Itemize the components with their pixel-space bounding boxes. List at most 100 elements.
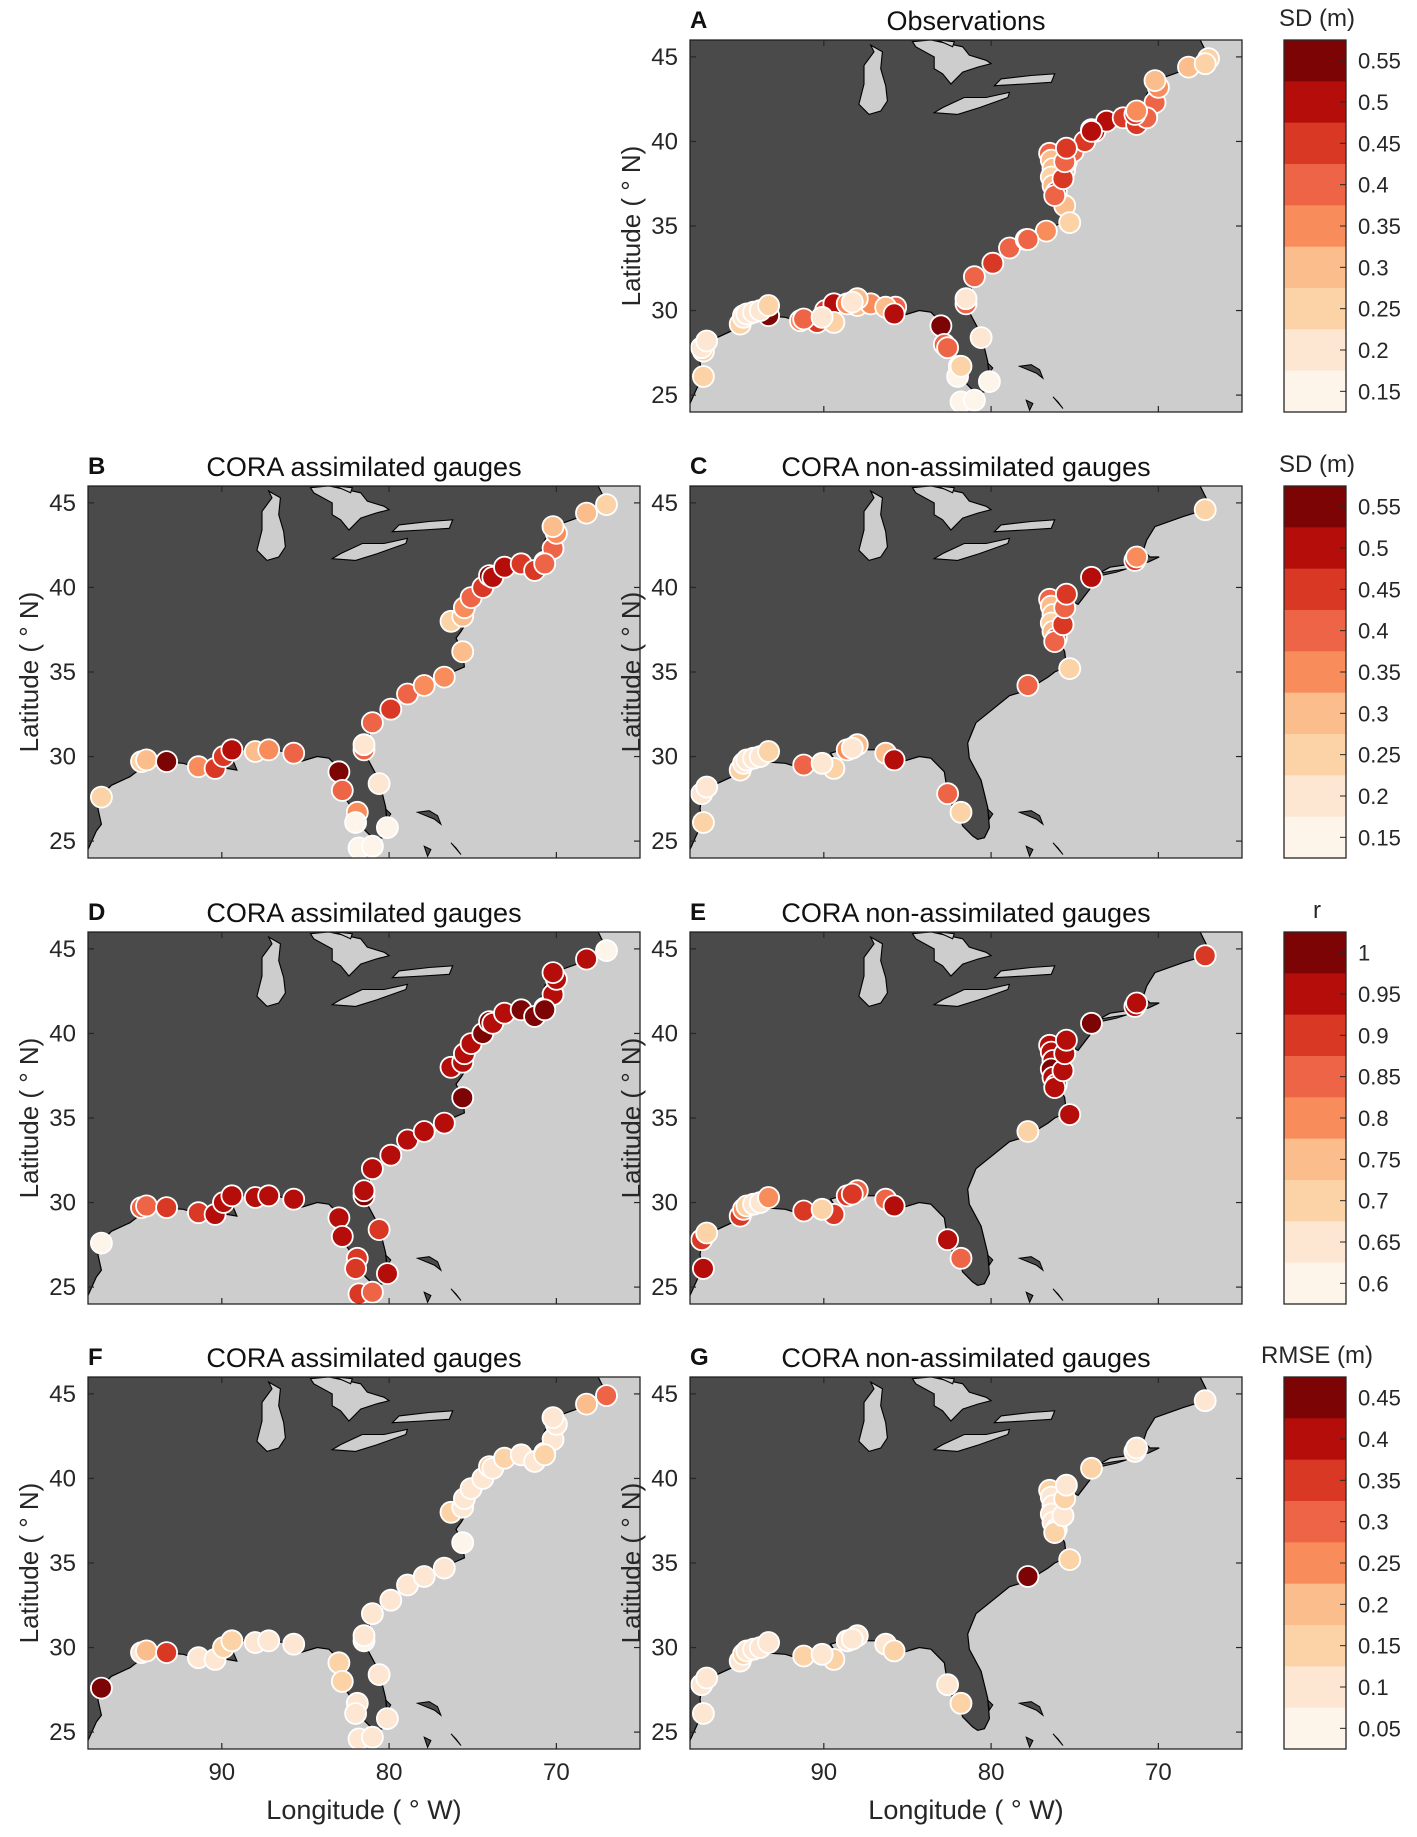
colorbar-swatch xyxy=(1284,734,1346,776)
colorbar-swatch xyxy=(1284,568,1346,611)
gauge-marker xyxy=(541,515,565,538)
y-tick-label: 45 xyxy=(49,1381,76,1408)
gauge-marker xyxy=(352,1624,376,1648)
colorbar-tick-label: 0.35 xyxy=(1358,214,1401,239)
great-lake-4 xyxy=(993,1410,1056,1424)
gauge-marker xyxy=(541,1406,565,1429)
gauge-marker xyxy=(949,1691,973,1715)
gauge-marker xyxy=(375,1707,399,1730)
gauge-marker xyxy=(451,1531,475,1555)
y-tick-label: 30 xyxy=(49,1635,76,1662)
colorbar-swatch xyxy=(1284,1221,1346,1264)
colorbar-tick-label: 0.25 xyxy=(1358,743,1401,768)
gauge-marker xyxy=(1143,69,1167,92)
x-axis-label: Longitude ( ° W) xyxy=(868,1795,1063,1825)
gauge-marker xyxy=(1080,1456,1103,1480)
colorbar-swatch xyxy=(1284,370,1346,413)
gauge-marker xyxy=(1080,119,1103,143)
gauge-marker xyxy=(936,336,959,360)
gauge-marker xyxy=(412,674,436,697)
island-3 xyxy=(1025,399,1034,412)
y-tick-label: 45 xyxy=(651,1381,678,1408)
great-lake-2 xyxy=(911,486,993,531)
y-tick-label: 30 xyxy=(651,744,678,771)
gauge-markers xyxy=(90,939,618,1304)
gauge-marker xyxy=(695,1666,719,1690)
great-lake-5 xyxy=(937,932,956,940)
gauge-marker xyxy=(963,388,986,412)
colorbar-tick-label: 0.3 xyxy=(1358,255,1389,280)
great-lake-4 xyxy=(391,1410,454,1424)
gauge-marker xyxy=(451,640,475,664)
colorbar-tick-label: 0.65 xyxy=(1358,1230,1401,1255)
gauge-marker xyxy=(367,1218,391,1241)
gauge-marker xyxy=(1080,1011,1103,1035)
great-lake-2 xyxy=(911,40,993,85)
colorbar-swatch xyxy=(1284,122,1346,165)
gauge-marker xyxy=(1058,1103,1082,1126)
gauge-marker xyxy=(367,1663,391,1686)
gauge-marker xyxy=(936,1673,959,1697)
island-3 xyxy=(1025,1291,1034,1304)
y-tick-label: 40 xyxy=(49,1020,76,1047)
great-lake-4 xyxy=(993,519,1056,533)
great-lake-2 xyxy=(309,486,391,531)
colorbar-tick-label: 0.5 xyxy=(1358,90,1389,115)
great-lake-1 xyxy=(256,935,286,1008)
colorbar-tick-label: 0.15 xyxy=(1358,825,1401,850)
gauge-marker xyxy=(375,816,399,839)
colorbar-tick-label: 0.75 xyxy=(1358,1147,1401,1172)
great-lake-3 xyxy=(330,537,409,561)
great-lake-1 xyxy=(858,43,888,116)
x-tick-label: 80 xyxy=(978,1759,1005,1786)
colorbar-swatch xyxy=(1284,329,1346,372)
gauge-marker xyxy=(840,736,864,760)
gauge-marker xyxy=(412,1565,436,1588)
panel-title: Observations xyxy=(886,6,1045,36)
colorbar-tick-label: 0.4 xyxy=(1358,173,1389,198)
gauge-marker xyxy=(1034,219,1058,243)
y-axis-label: Latitude ( ° N) xyxy=(14,1038,44,1199)
colorbar-swatch xyxy=(1284,246,1346,289)
colorbar-swatch xyxy=(1284,1262,1346,1305)
great-lake-2 xyxy=(309,1377,391,1422)
y-axis-label: Latitude ( ° N) xyxy=(616,146,646,307)
gauge-marker xyxy=(282,1632,306,1656)
map-panel-b: 25 30 35 40 45 Latitude ( ° N) CORA assimilate… xyxy=(14,452,641,859)
gauge-marker xyxy=(352,1179,376,1203)
colorbar-tick-label: 0.25 xyxy=(1358,297,1401,322)
great-lake-1 xyxy=(858,489,888,562)
gauge-marker xyxy=(1193,52,1217,76)
y-tick-label: 25 xyxy=(651,1719,678,1746)
gauge-marker xyxy=(257,738,281,762)
gauge-marker xyxy=(936,782,959,806)
great-lake-5 xyxy=(335,1377,354,1385)
gauge-marker xyxy=(840,290,864,314)
colorbar-swatch xyxy=(1284,1014,1346,1057)
island-5 xyxy=(1052,1733,1064,1746)
colorbar-swatch xyxy=(1284,1625,1346,1667)
gauge-marker xyxy=(220,738,244,762)
map-panel-d: 25 30 35 40 45 Latitude ( ° N) CORA assimilate… xyxy=(14,898,641,1305)
colorbar-swatch xyxy=(1284,651,1346,694)
y-tick-label: 35 xyxy=(651,659,678,686)
x-tick-label: 80 xyxy=(376,1759,403,1786)
gauge-marker xyxy=(330,1670,354,1693)
gauge-marker xyxy=(575,1392,598,1416)
panel-title: CORA assimilated gauges xyxy=(206,452,521,482)
colorbar-swatch xyxy=(1284,775,1346,818)
gauge-marker xyxy=(220,1629,244,1653)
colorbar-swatch xyxy=(1284,816,1346,859)
colorbar-tick-label: 0.55 xyxy=(1358,49,1401,74)
colorbar-label: RMSE (m) xyxy=(1261,1342,1373,1369)
y-axis-label: Latitude ( ° N) xyxy=(14,592,44,753)
y-tick-label: 25 xyxy=(651,382,678,409)
colorbar-swatch xyxy=(1284,610,1346,652)
island-2 xyxy=(986,1698,994,1712)
colorbar-tick-label: 0.8 xyxy=(1358,1106,1389,1131)
colorbar-tick-label: 0.15 xyxy=(1358,1634,1401,1659)
map-panel-f: 90 80 70 25 30 35 40 45 Latitude ( ° N) Longitude… xyxy=(14,1343,641,1825)
colorbar-tick-label: 0.1 xyxy=(1358,1675,1389,1700)
y-tick-label: 25 xyxy=(49,828,76,855)
y-tick-label: 35 xyxy=(651,213,678,240)
